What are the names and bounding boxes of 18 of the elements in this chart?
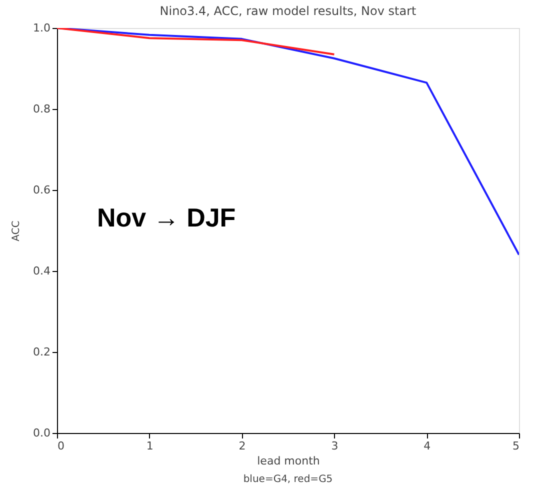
x-tick-label: 3 (331, 440, 338, 452)
y-axis-title: ACC (11, 220, 22, 242)
x-tick-label: 0 (58, 440, 64, 452)
y-tick-label: 0.8 (33, 102, 50, 116)
y-tick-label: 0.6 (33, 184, 50, 196)
y-tick-label: 0.2 (33, 346, 50, 358)
x-tick-label: 2 (238, 440, 246, 452)
text: blue=G4, red=G5 (243, 474, 333, 485)
y-tick-label: 0.4 (33, 264, 50, 278)
y-tick-label: 1.0 (33, 22, 50, 34)
line-series (57, 28, 336, 56)
x-tick-label: 5 (512, 440, 520, 452)
y-tick-label: 0.0 (33, 426, 50, 440)
x-axis-title: lead month (257, 454, 320, 468)
x-tick-label: 4 (424, 440, 431, 452)
chart-title: Nino3.4, ACC, raw model results, Nov start (160, 4, 417, 18)
x-tick-label: 1 (146, 440, 154, 452)
annotation: Nov → DJF (97, 202, 236, 232)
